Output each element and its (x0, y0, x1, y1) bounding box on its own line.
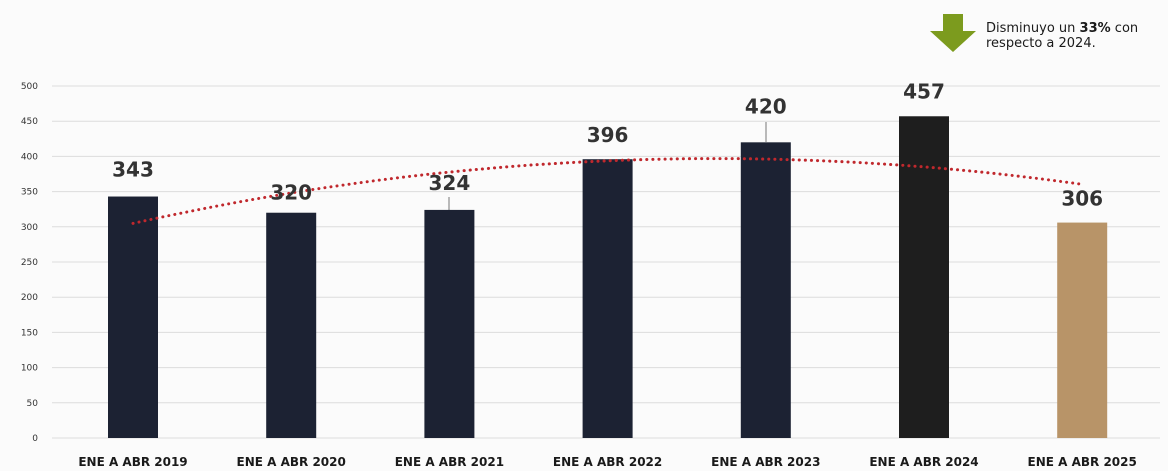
x-axis: ENE A ABR 2019 ENE A ABR 2020 ENE A ABR 20… (78, 455, 1137, 469)
x-tick-label: ENE A ABR 2022 (553, 455, 662, 469)
y-tick-label: 50 (27, 399, 39, 409)
x-tick-label: ENE A ABR 2019 (78, 455, 187, 469)
y-tick-label: 300 (21, 223, 38, 233)
y-tick-label: 400 (21, 152, 38, 162)
callout-text-before: Disminuyo un (986, 21, 1080, 36)
data-label: 324 (429, 171, 471, 195)
callout-highlight: 33% (1079, 21, 1111, 36)
callout-text-after: con (1110, 21, 1139, 36)
y-tick-label: 250 (21, 258, 38, 268)
data-label: 320 (270, 181, 312, 205)
data-label: 396 (587, 123, 629, 147)
x-tick-label: ENE A ABR 2025 (1028, 455, 1137, 469)
bar (899, 116, 949, 438)
x-tick-label: ENE A ABR 2023 (711, 455, 820, 469)
y-tick-label: 100 (21, 364, 38, 374)
callout-line2: respecto a 2024. (986, 36, 1096, 51)
callout-note: Disminuyo un 33% con respecto a 2024. (986, 21, 1138, 51)
data-label: 343 (112, 158, 154, 182)
bar (424, 209, 475, 438)
bar (108, 196, 158, 438)
y-axis: 0 50 100 150 200 250 300 350 400 450 500 (21, 82, 38, 444)
data-label: 420 (745, 94, 787, 118)
label-leader-lines (448, 122, 767, 210)
x-tick-label: ENE A ABR 2024 (869, 455, 978, 469)
y-tick-label: 150 (21, 328, 38, 338)
y-tick-label: 200 (21, 293, 38, 303)
bar (266, 212, 317, 438)
data-label: 457 (903, 79, 945, 103)
bar (740, 142, 791, 438)
bar (582, 159, 633, 438)
x-tick-label: ENE A ABR 2020 (237, 455, 346, 469)
down-arrow-icon (930, 14, 980, 58)
y-tick-label: 500 (21, 82, 38, 92)
bar (1057, 222, 1108, 438)
data-labels: 343 320 324 396 420 457 306 (112, 79, 1103, 210)
data-label: 306 (1061, 187, 1103, 211)
y-tick-label: 450 (21, 117, 38, 127)
bars (108, 116, 1108, 438)
y-tick-label: 350 (21, 188, 38, 198)
y-tick-label: 0 (32, 434, 38, 444)
x-tick-label: ENE A ABR 2021 (395, 455, 504, 469)
